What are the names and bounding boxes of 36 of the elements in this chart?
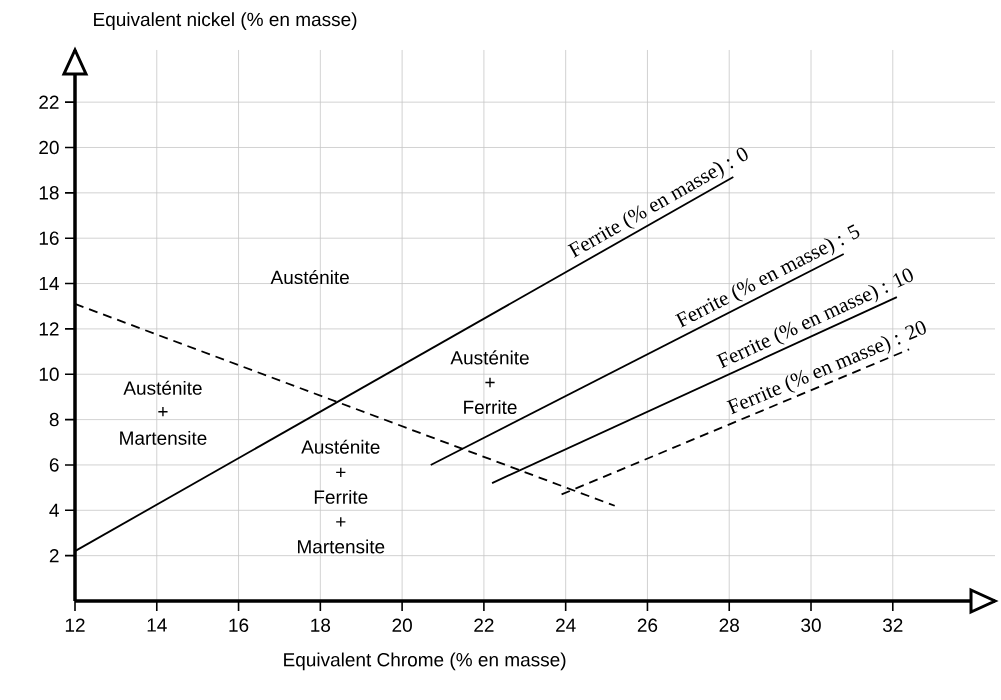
y-axis-title: Equivalent nickel (% en masse) bbox=[94, 12, 357, 30]
y-tick-label: 10 bbox=[39, 367, 59, 381]
y-tick-label: 22 bbox=[39, 95, 59, 109]
x-tick-label: 14 bbox=[147, 618, 167, 632]
x-tick-label: 26 bbox=[637, 618, 658, 632]
annotation: + bbox=[336, 467, 346, 477]
x-tick-label: 28 bbox=[719, 618, 739, 632]
annotation: Ferrite bbox=[464, 400, 517, 415]
annotation: Austénite bbox=[270, 269, 349, 285]
x-tick-label: 30 bbox=[801, 618, 821, 632]
annotation: + bbox=[485, 377, 495, 388]
annotation: Martensite bbox=[298, 539, 385, 554]
x-axis-title: Equivalent Chrome (% en masse) bbox=[284, 652, 566, 671]
x-tick-label: 16 bbox=[229, 618, 249, 632]
y-tick-label: 12 bbox=[39, 322, 59, 336]
x-tick-label: 22 bbox=[474, 618, 494, 632]
x-tick-label: 32 bbox=[882, 618, 903, 632]
annotation: Austénite bbox=[301, 439, 380, 454]
y-tick-label: 2 bbox=[49, 549, 59, 563]
annotation: Ferrite bbox=[314, 489, 368, 504]
x-tick-label: 20 bbox=[392, 618, 412, 632]
annotation: + bbox=[158, 407, 168, 417]
y-tick-label: 6 bbox=[49, 458, 59, 472]
x-tick-label: 24 bbox=[556, 618, 576, 632]
y-tick-label: 20 bbox=[39, 140, 59, 155]
y-tick-label: 4 bbox=[49, 503, 59, 517]
y-tick-label: 14 bbox=[39, 277, 59, 291]
annotation: Austénite bbox=[123, 380, 202, 395]
x-tick-label: 18 bbox=[311, 618, 331, 632]
y-tick-label: 18 bbox=[39, 186, 59, 200]
y-tick-label: 8 bbox=[49, 412, 59, 427]
annotation: + bbox=[336, 517, 346, 527]
y-tick-label: 16 bbox=[39, 231, 59, 245]
annotation: Austénite bbox=[450, 350, 529, 365]
x-tick-label: 12 bbox=[65, 618, 85, 632]
annotation: Martensite bbox=[120, 430, 207, 445]
